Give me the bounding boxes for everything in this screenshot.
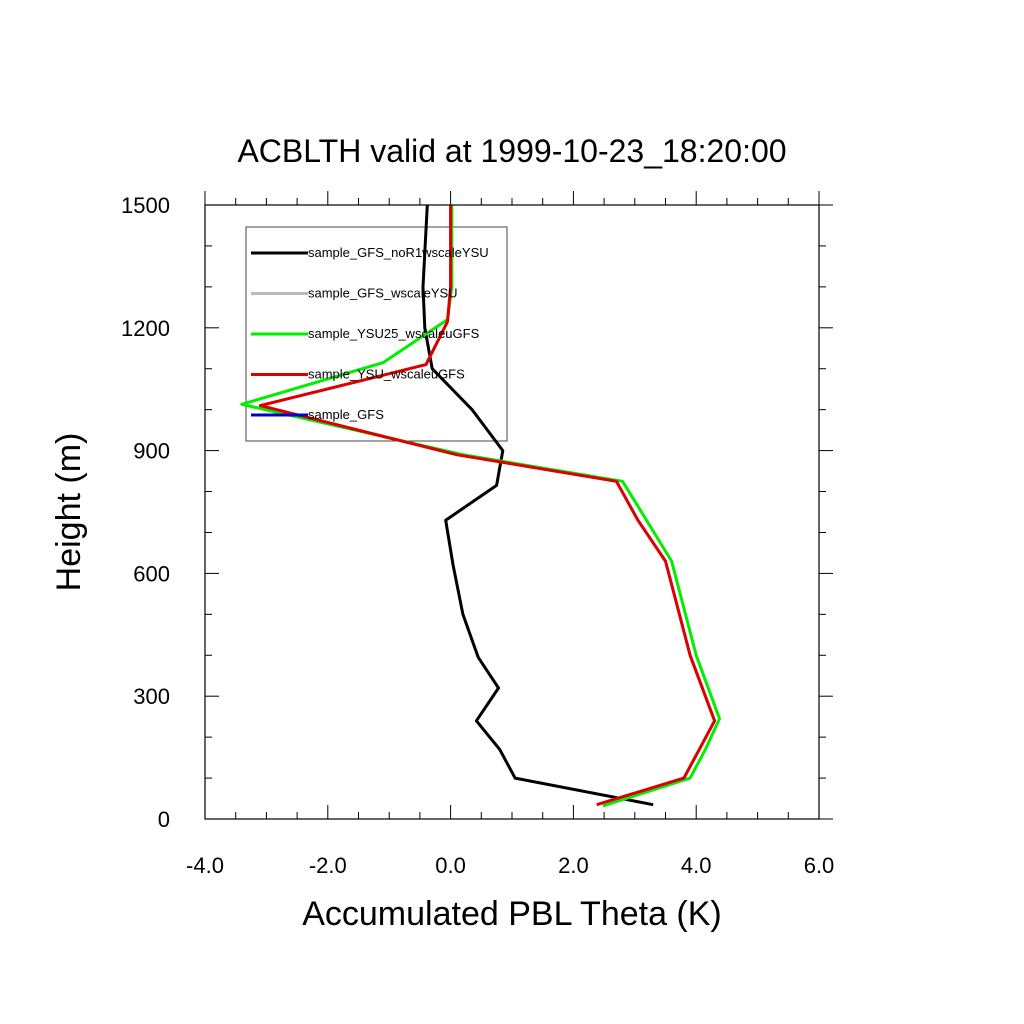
x-tick-label: 6.0 <box>804 853 835 878</box>
x-tick-label: 2.0 <box>558 853 589 878</box>
y-tick-label: 1200 <box>121 316 170 341</box>
x-tick-label: 4.0 <box>681 853 712 878</box>
y-tick-label: 600 <box>133 561 170 586</box>
y-axis-label: Height (m) <box>50 433 88 592</box>
legend-label-3: sample_YSU_wscaleuGFS <box>308 367 465 382</box>
plot-frame <box>204 204 820 820</box>
legend: sample_GFS_noR1wscaleYSU sample_GFS_wscal… <box>251 245 489 422</box>
tick-labels: -4.0 -2.0 0.0 2.0 4.0 6.0 0 300 600 900 1200 1500 <box>121 193 834 878</box>
legend-label-2: sample_YSU25_wscaleuGFS <box>308 326 480 341</box>
y-tick-label: 0 <box>158 807 170 832</box>
chart-title: ACBLTH valid at 1999-10-23_18:20:00 <box>237 133 786 169</box>
x-tick-label: -2.0 <box>309 853 347 878</box>
legend-label-4: sample_GFS <box>308 407 384 422</box>
y-tick-label: 300 <box>133 684 170 709</box>
x-tick-label: 0.0 <box>435 853 466 878</box>
x-tick-label: -4.0 <box>186 853 224 878</box>
series-line-0 <box>421 204 654 807</box>
y-tick-label: 900 <box>133 439 170 464</box>
series-layer <box>240 204 721 808</box>
legend-label-0: sample_GFS_noR1wscaleYSU <box>308 245 489 260</box>
legend-label-1: sample_GFS_wscaleYSU <box>308 286 458 301</box>
series-line-3 <box>258 205 717 807</box>
series-line-2 <box>240 205 721 808</box>
y-tick-label: 1500 <box>121 193 170 218</box>
axis-ticks <box>204 191 833 820</box>
x-axis-label: Accumulated PBL Theta (K) <box>302 895 722 933</box>
